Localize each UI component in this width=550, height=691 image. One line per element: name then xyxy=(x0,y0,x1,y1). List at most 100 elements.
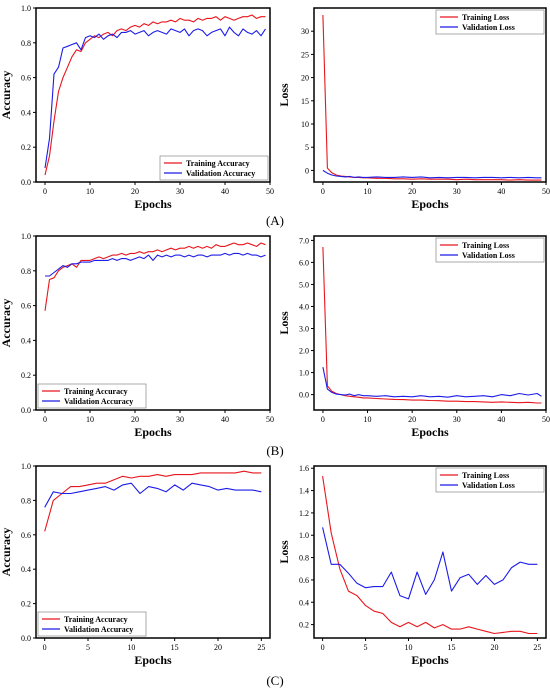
plot-frame xyxy=(35,235,271,411)
x-axis-label: Epochs xyxy=(134,425,172,439)
series-line-training xyxy=(44,242,266,311)
y-axis-label: Loss xyxy=(277,83,291,107)
y-tick-label: 0.8 xyxy=(299,554,309,563)
y-tick-label: 3.0 xyxy=(299,325,309,334)
legend-entry: Training Accuracy xyxy=(64,387,128,396)
y-axis-label: Accuracy xyxy=(0,299,13,348)
legend-entry: Validation Accuracy xyxy=(186,169,255,178)
y-tick-label: 30 xyxy=(301,27,309,36)
y-tick-label: 0.2 xyxy=(21,143,31,152)
x-tick-label: 50 xyxy=(542,415,550,424)
legend-entry: Training Loss xyxy=(462,471,509,480)
x-tick-label: 30 xyxy=(176,187,184,196)
y-tick-label: 4.0 xyxy=(299,302,309,311)
x-tick-label: 20 xyxy=(408,187,416,196)
y-tick-label: 1.2 xyxy=(299,509,309,518)
y-tick-label: 0.4 xyxy=(299,598,309,607)
panel-label-b: (B) xyxy=(266,443,283,458)
chart-2: 0 10 20 30 40 50 0 5 10 15 20 25 30 Epochs Loss Trainin… xyxy=(277,7,550,211)
x-tick-label: 10 xyxy=(405,643,413,652)
series-line-training xyxy=(322,246,542,404)
series-line-validation xyxy=(44,482,262,508)
legend-entry: Training Accuracy xyxy=(64,615,128,624)
y-tick-label: 1.6 xyxy=(299,464,309,473)
y-tick-label: 0.0 xyxy=(21,406,31,415)
x-tick-label: 50 xyxy=(266,415,274,424)
y-tick-label: 10 xyxy=(301,120,309,129)
x-axis-label: Epochs xyxy=(411,653,449,667)
y-tick-label: 20 xyxy=(301,74,309,83)
y-tick-label: 0.8 xyxy=(21,39,31,48)
y-tick-label: 0.8 xyxy=(21,267,31,276)
plot-frame xyxy=(313,235,547,411)
plot-frame xyxy=(35,465,271,639)
x-tick-label: 20 xyxy=(490,643,498,652)
x-tick-label: 25 xyxy=(533,643,541,652)
legend-box xyxy=(435,237,545,263)
panel-label-c: (C) xyxy=(266,673,283,688)
x-tick-label: 5 xyxy=(364,643,368,652)
x-axis-label: Epochs xyxy=(411,197,449,211)
x-axis-label: Epochs xyxy=(134,197,172,211)
x-tick-label: 40 xyxy=(497,415,505,424)
series-line-validation xyxy=(45,252,266,277)
x-tick-label: 0 xyxy=(43,187,47,196)
legend-entry: Validation Loss xyxy=(462,251,515,260)
y-axis-label: Loss xyxy=(277,311,291,335)
y-tick-label: 0.6 xyxy=(21,74,31,83)
y-tick-label: 0 xyxy=(305,166,309,175)
legend-entry: Training Loss xyxy=(462,241,509,250)
x-tick-label: 50 xyxy=(266,187,274,196)
x-tick-label: 50 xyxy=(542,187,550,196)
y-tick-label: 1.0 xyxy=(299,531,309,540)
plot-frame xyxy=(313,465,547,639)
x-tick-label: 0 xyxy=(321,415,325,424)
y-tick-label: 0.0 xyxy=(21,178,31,187)
x-tick-label: 20 xyxy=(131,415,139,424)
y-tick-label: 0.6 xyxy=(21,531,31,540)
y-tick-label: 0.0 xyxy=(21,634,31,643)
y-tick-label: 0.2 xyxy=(21,600,31,609)
x-tick-label: 20 xyxy=(408,415,416,424)
y-tick-label: 1.0 xyxy=(21,462,31,471)
x-tick-label: 20 xyxy=(131,187,139,196)
y-tick-label: 25 xyxy=(301,50,309,59)
x-axis-label: Epochs xyxy=(411,425,449,439)
x-tick-label: 40 xyxy=(497,187,505,196)
y-tick-label: 15 xyxy=(301,97,309,106)
x-tick-label: 40 xyxy=(221,415,229,424)
panel-label-a: (A) xyxy=(266,213,284,228)
y-tick-label: 0.8 xyxy=(21,496,31,505)
legend-box xyxy=(37,611,147,637)
y-tick-label: 2.0 xyxy=(299,347,309,356)
series-line-training xyxy=(44,14,266,176)
chart-4: 0 10 20 30 40 50 0.0 1.0 2.0 3.0 4.0 5.0 6.0 7.0 Epoch… xyxy=(277,235,550,439)
legend-box xyxy=(159,155,269,181)
y-axis-label: Accuracy xyxy=(0,71,13,120)
series-line-validation xyxy=(44,26,266,169)
y-tick-label: 0.4 xyxy=(21,336,31,345)
plot-frame xyxy=(35,7,271,183)
x-tick-label: 10 xyxy=(86,415,94,424)
y-tick-label: 1.0 xyxy=(21,4,31,13)
x-tick-label: 25 xyxy=(257,643,265,652)
y-axis-label: Loss xyxy=(277,540,291,564)
legend-entry: Training Accuracy xyxy=(186,159,250,168)
legend-box xyxy=(435,9,545,35)
plot-frame xyxy=(313,7,547,183)
series-line-training xyxy=(44,470,262,532)
y-tick-label: 0.0 xyxy=(299,391,309,400)
y-tick-label: 5.0 xyxy=(299,280,309,289)
x-tick-label: 30 xyxy=(453,187,461,196)
legend-entry: Validation Loss xyxy=(462,23,515,32)
chart-6: 0 5 10 15 20 25 0.2 0.4 0.6 0.8 1.0 1.2 1.4 1.6 Epochs… xyxy=(277,464,547,667)
x-tick-label: 30 xyxy=(453,415,461,424)
legend-entry: Training Loss xyxy=(462,13,509,22)
chart-1: 0 10 20 30 40 50 0.0 0.2 0.4 0.6 0.8 1.0 Epochs Accur… xyxy=(0,4,274,211)
x-tick-label: 5 xyxy=(86,643,90,652)
